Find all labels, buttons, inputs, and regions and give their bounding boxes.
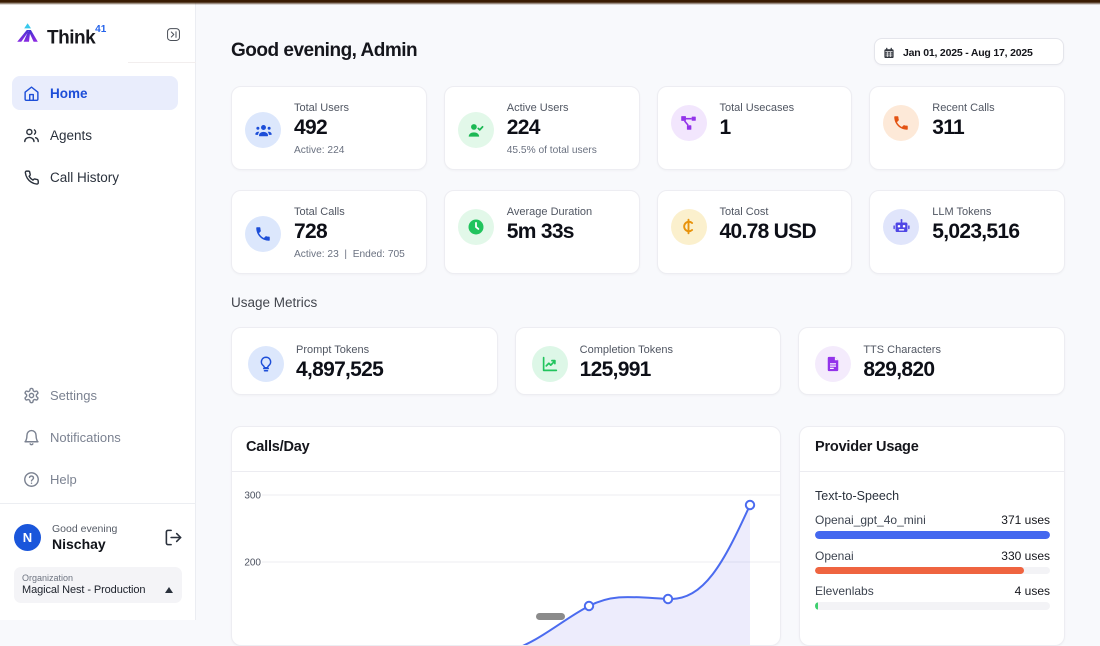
svg-text:200: 200 [244,558,261,569]
svg-text:300: 300 [244,491,261,502]
